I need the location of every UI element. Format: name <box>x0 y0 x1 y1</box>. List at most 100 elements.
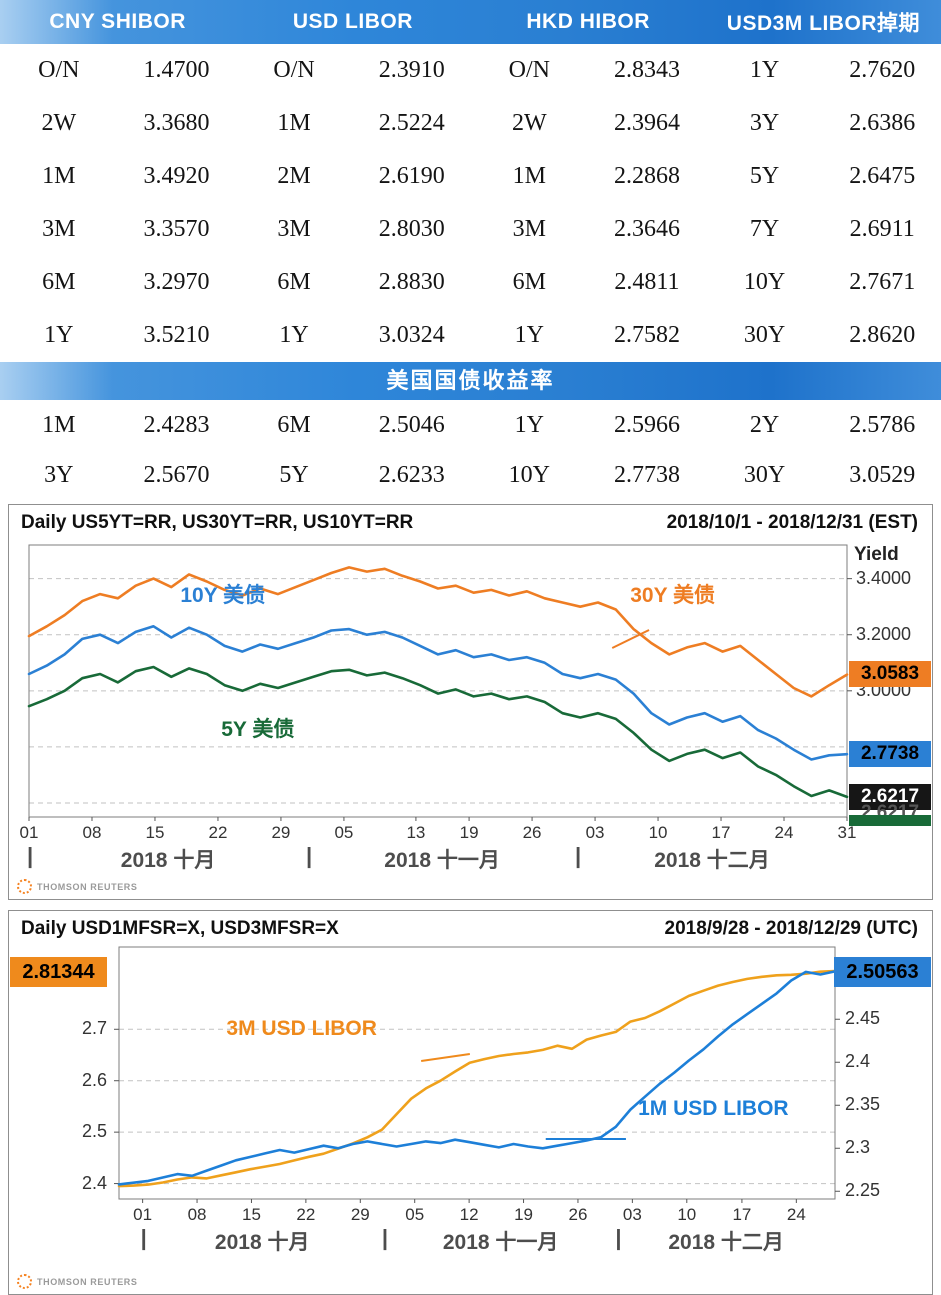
last-value-badge: 2.7738 <box>849 741 931 768</box>
treasury-title: 美国国债收益率 <box>386 368 555 393</box>
rate-row: 2W 3.3680 1M 2.5224 2W 2.3964 3Y 2.6386 <box>0 97 941 150</box>
y-axis-tick-label: 2.3 <box>845 1137 871 1158</box>
x-axis-tick-label: 01 <box>133 1205 153 1224</box>
tenor-label: 3M <box>42 216 76 242</box>
rate-value: 2.5046 <box>378 411 445 438</box>
x-axis-tick-label: 05 <box>405 1205 425 1224</box>
rate-value: 3.4920 <box>143 163 210 189</box>
y-axis-tick-label: 2.4 <box>845 1051 871 1072</box>
x-axis-tick-label: 26 <box>522 823 542 842</box>
rate-row: 1M 3.4920 2M 2.6190 1M 2.2868 5Y 2.6475 <box>0 150 941 203</box>
y-axis-tick-label: 2.7 <box>81 1018 107 1039</box>
rate-value: 2.3646 <box>613 216 680 242</box>
tenor-label: 2W <box>41 110 77 136</box>
x-axis-tick-label: 12 <box>459 1205 479 1224</box>
rate-value: 2.6386 <box>849 110 916 136</box>
header-hkd-hibor: HKD HIBOR <box>526 10 650 33</box>
chart-date-range: 2018/10/1 - 2018/12/31 (EST) <box>666 512 918 533</box>
tenor-label: 1M <box>512 163 546 189</box>
x-axis-tick-label: 31 <box>837 823 857 842</box>
treasury-yield-chart: Daily US5YT=RR, US30YT=RR, US10YT=RR 201… <box>8 504 933 900</box>
treasury-table: 1M 2.4283 6M 2.5046 1Y 2.5966 2Y 2.5786 3Y 2.5670… <box>0 400 941 500</box>
rate-value: 2.5786 <box>849 411 916 438</box>
current-value-badge: 2.50563 <box>834 957 931 987</box>
series-line <box>117 970 837 1186</box>
tenor-label: 6M <box>42 269 76 295</box>
rate-value: 2.4811 <box>614 269 680 295</box>
header-cny-shibor: CNY SHIBOR <box>49 10 186 33</box>
thomson-reuters-text: THOMSON REUTERS <box>37 1276 138 1287</box>
tenor-label: 30Y <box>743 322 786 348</box>
tenor-label: 3M <box>277 216 311 242</box>
tenor-label: 3Y <box>44 461 74 488</box>
rate-row: 3M 3.3570 3M 2.8030 3M 2.3646 7Y 2.6911 <box>0 203 941 256</box>
x-axis-tick-label: 05 <box>334 823 354 842</box>
x-axis-tick-label: 08 <box>187 1205 207 1224</box>
x-axis-tick-label: 24 <box>786 1205 806 1224</box>
rate-value: 2.3910 <box>378 57 445 83</box>
x-axis-tick-label: 10 <box>677 1205 697 1224</box>
thomson-reuters-icon <box>17 1274 32 1289</box>
y-axis-tick-label: 2.5 <box>81 1121 107 1142</box>
tenor-label: 1M <box>42 411 76 438</box>
thomson-reuters-logo: THOMSON REUTERS <box>17 1274 138 1289</box>
y-axis-tick-label: 2.6 <box>81 1069 107 1090</box>
x-axis-tick-label: 19 <box>514 1205 533 1224</box>
chart-date-range: 2018/9/28 - 2018/12/29 (UTC) <box>664 918 919 939</box>
month-separator: | <box>381 1225 389 1250</box>
tenor-label: 2M <box>277 163 311 189</box>
rate-value: 2.8830 <box>378 269 445 295</box>
tenor-label: 1Y <box>279 322 309 348</box>
x-axis-tick-label: 08 <box>82 823 102 842</box>
y-axis-tick-label: 2.45 <box>845 1008 881 1029</box>
usd-libor-chart: Daily USD1MFSR=X, USD3MFSR=X 2018/9/28 -… <box>8 910 933 1295</box>
month-separator: | <box>615 1225 622 1250</box>
x-axis-tick-label: 26 <box>568 1205 588 1224</box>
x-axis-tick-label: 19 <box>459 823 479 842</box>
y-axis-tick-label: 2.25 <box>845 1180 881 1201</box>
rate-row: 6M 3.2970 6M 2.8830 6M 2.4811 10Y 2.7671 <box>0 256 941 309</box>
treasury-row: 3Y 2.5670 5Y 2.6233 10Y 2.7738 30Y 3.0529 <box>0 450 941 500</box>
rate-value: 2.8343 <box>613 57 680 83</box>
rates-table-header: CNY SHIBOR USD LIBOR HKD HIBOR USD3M LIB… <box>0 0 941 44</box>
rate-value: 2.4283 <box>143 411 210 438</box>
chart-title: Daily USD1MFSR=X, USD3MFSR=X <box>21 918 339 939</box>
chart-header: Daily USD1MFSR=X, USD3MFSR=X 2018/9/28 -… <box>9 911 932 940</box>
header-usd-libor: USD LIBOR <box>292 10 413 33</box>
rate-value: 2.5966 <box>613 411 680 438</box>
rate-value: 1.4700 <box>143 57 210 83</box>
tenor-label: 5Y <box>749 163 780 189</box>
series-label: 5Y 美债 <box>221 718 295 741</box>
treasury-section-header: 美国国债收益率 <box>0 362 941 400</box>
tenor-label: 1Y <box>514 411 544 438</box>
y-axis-title: Yield <box>854 544 899 565</box>
tenor-label: 2Y <box>749 411 780 438</box>
x-axis-tick-label: 03 <box>622 1205 642 1224</box>
y-axis-tick-label: 3.4000 <box>856 567 912 588</box>
series-line <box>27 665 849 799</box>
tenor-label: 7Y <box>749 216 780 242</box>
y-axis-tick-label: 3.2000 <box>856 623 912 644</box>
month-separator: | <box>27 843 34 868</box>
series-label: 30Y 美债 <box>630 584 716 607</box>
tenor-label: 10Y <box>508 461 550 488</box>
series-label: 3M USD LIBOR <box>226 1017 377 1040</box>
series-label: 1M USD LIBOR <box>638 1097 789 1120</box>
rate-value: 3.5210 <box>143 322 210 348</box>
rate-value: 2.5224 <box>378 110 445 136</box>
x-axis-tick-label: 15 <box>241 1205 261 1224</box>
month-label: 2018 十一月 <box>442 1231 559 1254</box>
month-separator: | <box>305 843 313 868</box>
series-line <box>27 566 849 698</box>
rate-value: 2.7671 <box>849 269 916 295</box>
tenor-label: 6M <box>277 411 311 438</box>
rate-value: 2.5670 <box>143 461 210 488</box>
rate-row: 1Y 3.5210 1Y 3.0324 1Y 2.7582 30Y 2.8620 <box>0 309 941 362</box>
month-separator: | <box>575 843 582 868</box>
tenor-label: 1Y <box>749 57 780 83</box>
series-line <box>27 625 849 761</box>
tenor-label: 30Y <box>743 461 786 488</box>
rate-value: 2.6190 <box>378 163 445 189</box>
month-label: 2018 十一月 <box>384 849 500 872</box>
treasury-row: 1M 2.4283 6M 2.5046 1Y 2.5966 2Y 2.5786 <box>0 400 941 450</box>
